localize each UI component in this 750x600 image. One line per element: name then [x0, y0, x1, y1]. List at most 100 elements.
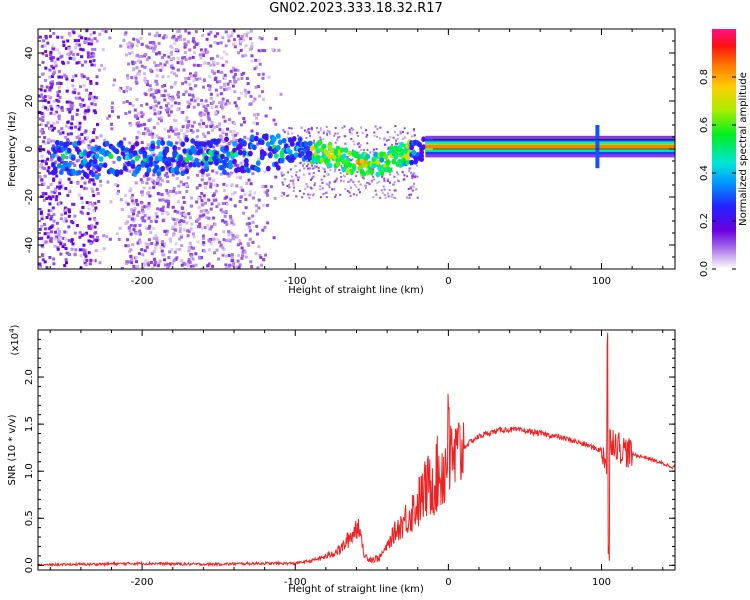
- noise-speckle: [296, 176, 299, 179]
- noise-speckle: [194, 139, 198, 143]
- noise-speckle: [353, 143, 356, 146]
- snr-ytick-label: 0.0: [24, 557, 35, 573]
- noise-speckle: [333, 170, 336, 173]
- noise-speckle: [64, 124, 68, 128]
- noise-speckle: [124, 200, 128, 204]
- noise-speckle: [197, 197, 201, 201]
- noise-speckle: [242, 33, 246, 37]
- noise-speckle: [383, 143, 386, 146]
- noise-speckle: [201, 203, 205, 207]
- ridge-blob: [168, 141, 174, 147]
- noise-speckle: [183, 215, 187, 219]
- noise-speckle: [254, 252, 258, 256]
- noise-speckle: [233, 204, 237, 208]
- noise-speckle: [227, 254, 231, 257]
- noise-speckle: [41, 119, 45, 122]
- noise-speckle: [94, 206, 98, 210]
- noise-speckle: [222, 230, 226, 234]
- noise-speckle: [303, 129, 306, 132]
- noise-speckle: [410, 188, 413, 191]
- noise-speckle: [119, 87, 123, 90]
- noise-speckle: [53, 112, 57, 116]
- noise-speckle: [411, 173, 414, 176]
- noise-speckle: [265, 147, 269, 151]
- noise-speckle: [383, 194, 386, 197]
- noise-speckle: [247, 216, 251, 220]
- noise-speckle: [52, 139, 56, 143]
- noise-speckle: [201, 174, 205, 178]
- ridge-blob: [54, 139, 60, 146]
- noise-speckle: [67, 177, 71, 181]
- noise-speckle: [48, 171, 52, 175]
- noise-speckle: [182, 38, 186, 41]
- noise-speckle: [41, 254, 45, 258]
- noise-speckle: [199, 209, 203, 213]
- noise-speckle: [198, 225, 202, 229]
- noise-speckle: [138, 240, 142, 244]
- noise-speckle: [191, 95, 195, 99]
- noise-speckle: [92, 95, 96, 99]
- noise-speckle: [183, 51, 187, 54]
- ridge-blob: [232, 158, 237, 165]
- noise-speckle: [182, 219, 186, 223]
- noise-speckle: [172, 218, 176, 222]
- noise-speckle: [89, 241, 93, 245]
- noise-speckle: [125, 100, 129, 103]
- noise-speckle: [152, 47, 156, 51]
- noise-speckle: [358, 191, 361, 194]
- noise-speckle: [176, 61, 180, 65]
- noise-speckle: [39, 163, 43, 167]
- noise-speckle: [202, 197, 206, 201]
- noise-speckle: [58, 192, 62, 196]
- noise-speckle: [93, 225, 97, 229]
- noise-speckle: [262, 258, 266, 261]
- noise-speckle: [130, 210, 134, 214]
- noise-speckle: [124, 244, 128, 248]
- ridge-blob: [84, 173, 90, 179]
- noise-speckle: [155, 79, 158, 83]
- noise-speckle: [170, 248, 174, 252]
- noise-speckle: [263, 170, 267, 174]
- noise-speckle: [211, 194, 215, 198]
- noise-speckle: [192, 235, 196, 239]
- noise-speckle: [288, 186, 291, 189]
- noise-speckle: [217, 202, 221, 206]
- noise-speckle: [322, 132, 325, 135]
- noise-speckle: [87, 53, 90, 57]
- noise-speckle: [185, 116, 189, 120]
- noise-speckle: [319, 136, 322, 139]
- noise-speckle: [188, 82, 192, 86]
- noise-speckle: [54, 152, 58, 156]
- noise-speckle: [157, 101, 161, 105]
- noise-speckle: [59, 252, 63, 256]
- noise-speckle: [71, 104, 75, 108]
- noise-speckle: [212, 145, 216, 149]
- noise-speckle: [169, 52, 173, 56]
- noise-speckle: [201, 50, 205, 54]
- noise-speckle: [218, 80, 222, 84]
- noise-speckle: [178, 230, 182, 233]
- noise-speckle: [245, 182, 249, 185]
- ridge-blob: [244, 157, 249, 164]
- noise-speckle: [70, 247, 74, 251]
- noise-speckle: [57, 233, 61, 236]
- noise-speckle: [64, 219, 68, 223]
- noise-speckle: [126, 202, 130, 206]
- noise-speckle: [94, 111, 97, 115]
- noise-speckle: [156, 145, 160, 149]
- ridge-blob: [52, 168, 58, 175]
- noise-speckle: [171, 66, 175, 70]
- noise-speckle: [415, 164, 418, 167]
- noise-speckle: [131, 62, 135, 66]
- ridge-blob: [255, 167, 261, 173]
- ridge-blob: [166, 156, 172, 163]
- noise-speckle: [53, 244, 57, 248]
- noise-speckle: [81, 248, 85, 252]
- noise-speckle: [319, 127, 322, 130]
- ridge-blob: [134, 155, 140, 162]
- noise-speckle: [233, 72, 237, 76]
- noise-speckle: [313, 142, 316, 144]
- noise-speckle: [219, 92, 223, 96]
- noise-speckle: [80, 104, 84, 108]
- noise-speckle: [89, 42, 93, 46]
